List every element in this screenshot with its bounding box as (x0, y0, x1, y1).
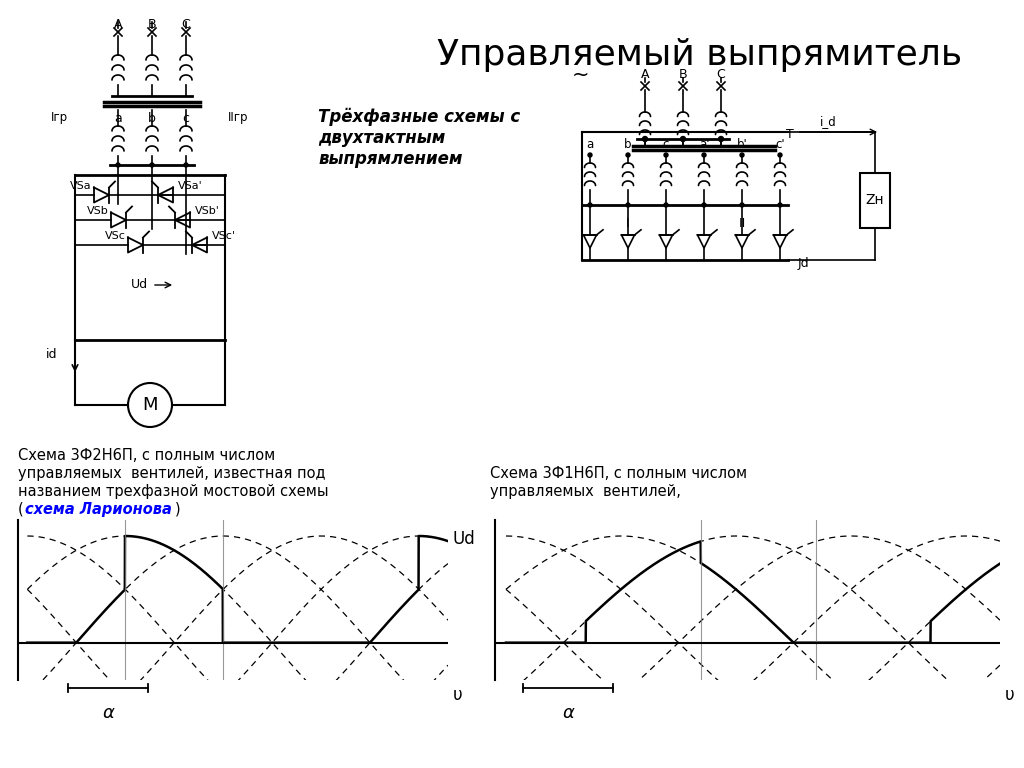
Circle shape (681, 137, 685, 141)
Text: ~: ~ (571, 65, 589, 85)
Text: I: I (627, 217, 630, 230)
Text: Схема 3Ф1Н6П, с полным числом: Схема 3Ф1Н6П, с полным числом (490, 466, 748, 481)
Text: c': c' (775, 138, 784, 151)
Text: c: c (182, 111, 189, 124)
Text: схема Ларионова: схема Ларионова (25, 502, 172, 517)
Text: управляемых  вентилей,: управляемых вентилей, (490, 484, 681, 499)
Text: Трёхфазные схемы с
двухтактным
выпрямлением: Трёхфазные схемы с двухтактным выпрямлен… (318, 108, 520, 168)
Text: VSa': VSa' (178, 181, 203, 191)
Text: a: a (114, 111, 122, 124)
Circle shape (702, 203, 706, 207)
Text: B: B (679, 68, 687, 81)
Text: ): ) (175, 502, 180, 517)
Text: (: ( (18, 502, 24, 517)
Text: Схема 3Ф2Н6П, с полным числом: Схема 3Ф2Н6П, с полным числом (18, 448, 275, 463)
Text: B: B (147, 18, 157, 31)
Circle shape (116, 163, 120, 167)
Text: A: A (641, 68, 649, 81)
Text: Zн: Zн (865, 193, 885, 207)
Text: T: T (786, 128, 794, 141)
Text: VSc: VSc (105, 231, 126, 241)
Text: VSc': VSc' (212, 231, 236, 241)
Text: i_d: i_d (820, 115, 837, 128)
Text: Ud: Ud (452, 530, 475, 548)
Text: VSb: VSb (87, 206, 109, 216)
Circle shape (626, 203, 630, 207)
Text: α: α (102, 704, 114, 722)
Text: υ: υ (1005, 687, 1015, 704)
Text: α: α (562, 704, 573, 722)
Text: II: II (738, 217, 745, 230)
Text: A: A (114, 18, 122, 31)
Text: b: b (148, 111, 156, 124)
Text: Управляемый выпрямитель: Управляемый выпрямитель (437, 38, 963, 72)
Circle shape (778, 203, 782, 207)
Text: Jd: Jd (798, 257, 810, 270)
Circle shape (184, 163, 188, 167)
Text: a': a' (698, 138, 710, 151)
Text: Iгр: Iгр (51, 111, 68, 124)
FancyBboxPatch shape (860, 173, 890, 227)
Text: Ud: Ud (131, 279, 148, 292)
Text: VSa: VSa (71, 181, 92, 191)
Circle shape (588, 153, 592, 157)
Circle shape (588, 203, 592, 207)
Circle shape (778, 153, 782, 157)
Text: IIгр: IIгр (228, 111, 249, 124)
Circle shape (626, 153, 630, 157)
Text: названием трехфазной мостовой схемы: названием трехфазной мостовой схемы (18, 484, 329, 499)
Circle shape (740, 203, 744, 207)
Text: $0 < \alpha \leq \dfrac{\pi}{3}$: $0 < \alpha \leq \dfrac{\pi}{3}$ (229, 530, 310, 563)
Circle shape (664, 153, 668, 157)
Text: b: b (625, 138, 632, 151)
Circle shape (740, 153, 744, 157)
Circle shape (642, 137, 647, 141)
Circle shape (664, 203, 668, 207)
Text: VSb': VSb' (195, 206, 220, 216)
Text: $\dfrac{\pi}{3} < \alpha \leq \dfrac{2\pi}{3}$: $\dfrac{\pi}{3} < \alpha \leq \dfrac{2\p… (683, 530, 777, 566)
Text: M: M (142, 396, 158, 414)
Text: C: C (181, 18, 190, 31)
Circle shape (719, 137, 724, 141)
Text: id: id (46, 349, 57, 362)
Text: C: C (717, 68, 725, 81)
Text: управляемых  вентилей, известная под: управляемых вентилей, известная под (18, 466, 326, 481)
Text: b': b' (736, 138, 748, 151)
Circle shape (702, 153, 706, 157)
Circle shape (150, 163, 154, 167)
Text: c: c (663, 138, 670, 151)
Text: υ: υ (453, 687, 462, 704)
Text: a: a (587, 138, 594, 151)
